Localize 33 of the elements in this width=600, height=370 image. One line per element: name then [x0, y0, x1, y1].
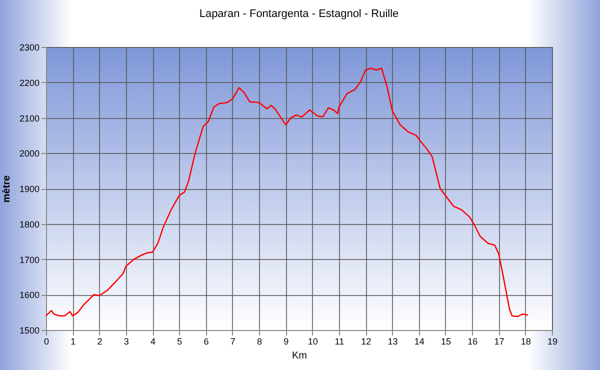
line-series — [45, 68, 529, 318]
y-tick-label: 2200 — [19, 78, 40, 88]
y-tick-label: 2300 — [19, 42, 40, 52]
x-tick-label: 10 — [308, 336, 318, 346]
x-tick-label: 12 — [361, 336, 372, 346]
x-tick-label: 18 — [520, 336, 531, 346]
x-tick-label: 15 — [440, 336, 451, 346]
x-tick-label: 3 — [124, 336, 129, 346]
x-axis-title: Km — [292, 350, 307, 362]
y-tick-label: 1900 — [19, 184, 40, 194]
y-tick-label: 1700 — [19, 254, 40, 265]
x-tick-label: 19 — [547, 336, 558, 346]
x-tick-label: 17 — [494, 336, 504, 346]
y-tick-label: 1500 — [19, 326, 40, 336]
x-tick-label: 9 — [284, 336, 289, 346]
y-tick-label: 1800 — [19, 219, 40, 230]
x-tick-label: 13 — [388, 336, 398, 346]
x-tick-label: 14 — [414, 336, 424, 346]
x-tick-label: 7 — [230, 336, 236, 346]
x-tick-label: 2 — [97, 336, 102, 346]
x-tick-label: 1 — [70, 336, 76, 346]
y-tick-label: 2000 — [19, 148, 40, 159]
x-tick-label: 11 — [334, 336, 344, 346]
y-axis-title: mètre — [1, 174, 12, 203]
y-tick-label: 1600 — [19, 290, 40, 300]
x-tick-label: 8 — [257, 336, 262, 346]
x-tick-label: 5 — [177, 336, 182, 346]
chart-title: Laparan - Fontargenta - Estagnol - Ruille — [199, 8, 399, 20]
x-tick-label: 0 — [44, 336, 50, 346]
y-tick-label: 2100 — [19, 113, 40, 124]
x-tick-label: 16 — [468, 336, 478, 346]
x-tick-label: 6 — [204, 336, 209, 346]
x-tick-label: 4 — [150, 336, 156, 346]
